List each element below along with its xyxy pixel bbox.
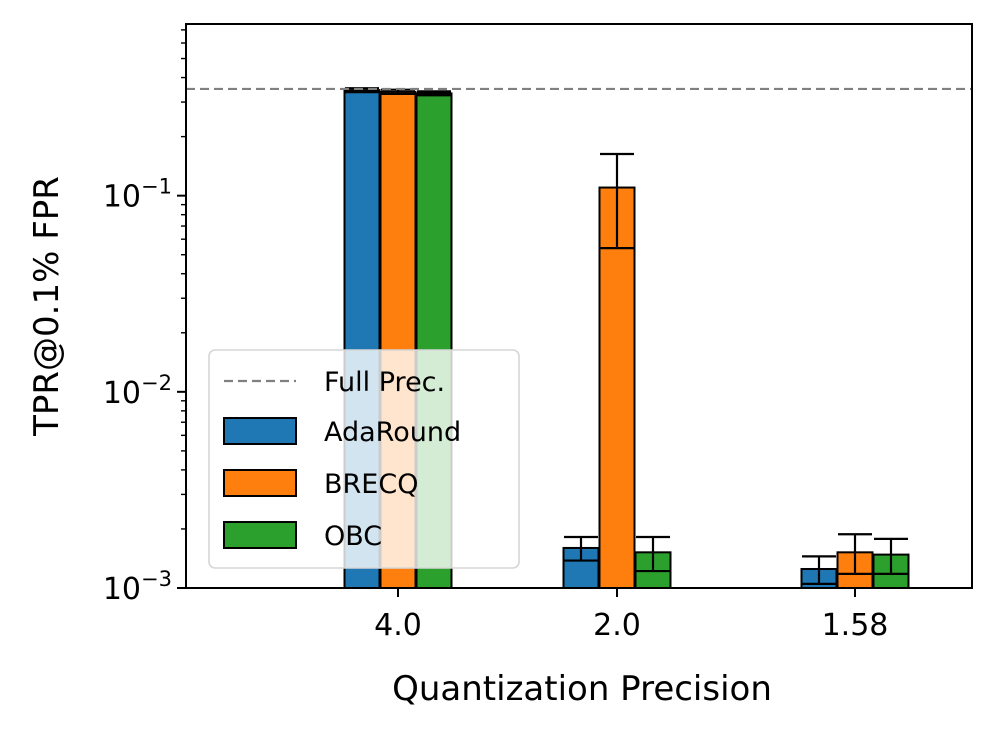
legend-box xyxy=(208,349,520,569)
x-tick-label: 1.58 xyxy=(822,608,889,643)
y-tick-label-base: 10 xyxy=(103,572,141,607)
y-axis-ticks: 10−110−210−3 xyxy=(103,29,186,607)
y-tick-label: 10−3 xyxy=(103,567,172,607)
y-tick-label: 10−1 xyxy=(103,175,172,215)
legend-label-adaround: AdaRound xyxy=(324,417,461,448)
y-tick-label-exponent: −1 xyxy=(141,175,172,199)
y-tick-label: 10−2 xyxy=(103,371,172,411)
legend-swatch-brecq xyxy=(223,469,297,497)
plot-frame xyxy=(185,23,973,589)
y-tick-label-base: 10 xyxy=(103,376,141,411)
legend-label-obc: OBC xyxy=(324,521,382,552)
x-tick-label: 2.0 xyxy=(593,608,641,643)
y-axis-label: TPR@0.1% FPR xyxy=(27,176,67,437)
legend-label-brecq: BRECQ xyxy=(324,469,418,500)
x-tick-label: 4.0 xyxy=(374,608,422,643)
legend-label-full-prec: Full Prec. xyxy=(324,367,445,398)
legend-swatch-obc xyxy=(223,521,297,549)
error-bars-layer xyxy=(345,87,908,585)
x-axis-label: Quantization Precision xyxy=(392,669,772,709)
y-tick-label-exponent: −2 xyxy=(141,371,172,395)
y-tick-label-base: 10 xyxy=(103,180,141,215)
y-tick-label-exponent: −3 xyxy=(141,567,172,591)
legend: Full Prec. AdaRound BRECQ OBC xyxy=(208,349,520,569)
legend-swatch-adaround xyxy=(223,417,297,445)
x-axis-ticks: 4.0 2.0 1.58 xyxy=(374,588,888,643)
